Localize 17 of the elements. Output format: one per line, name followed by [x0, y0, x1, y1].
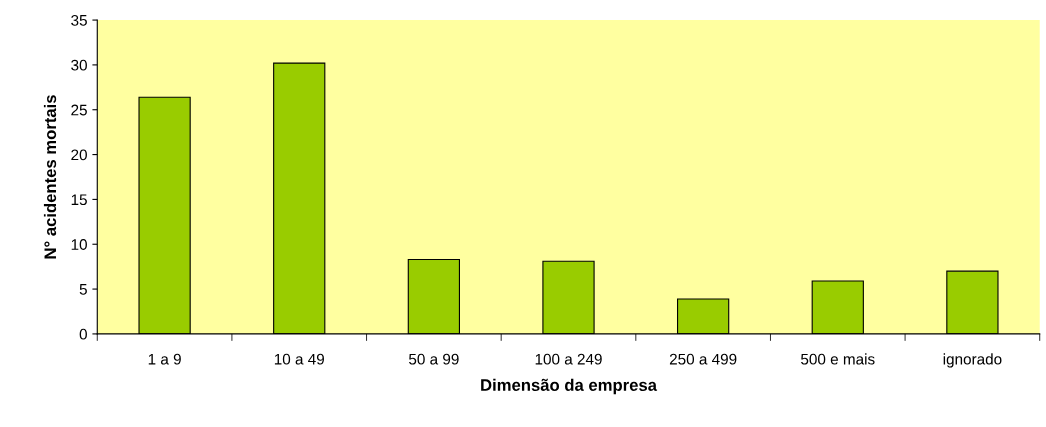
y-tick-label: 5 [79, 284, 87, 295]
x-tick-label: 500 e mais [801, 353, 875, 365]
x-tick-label: 10 a 49 [274, 353, 324, 365]
x-tick-label: 50 a 99 [408, 353, 459, 365]
x-axis-title: Dimensão da empresa [481, 378, 658, 395]
y-tick-label: 0 [79, 328, 87, 340]
y-tick-label: 20 [71, 149, 87, 161]
y-tick-label: 15 [71, 194, 87, 206]
y-tick-label: 10 [71, 239, 87, 250]
x-tick-label: ignorado [943, 353, 1002, 368]
y-tick-label: 35 [71, 14, 87, 26]
x-tick-label: 100 a 249 [535, 353, 602, 365]
y-axis-title: N° acidentes mortais [43, 95, 57, 259]
x-tick-label: 1 a 9 [148, 353, 181, 365]
y-tick-label: 30 [71, 59, 87, 71]
y-tick-label: 25 [71, 104, 87, 116]
x-tick-label: 250 a 499 [669, 353, 737, 365]
